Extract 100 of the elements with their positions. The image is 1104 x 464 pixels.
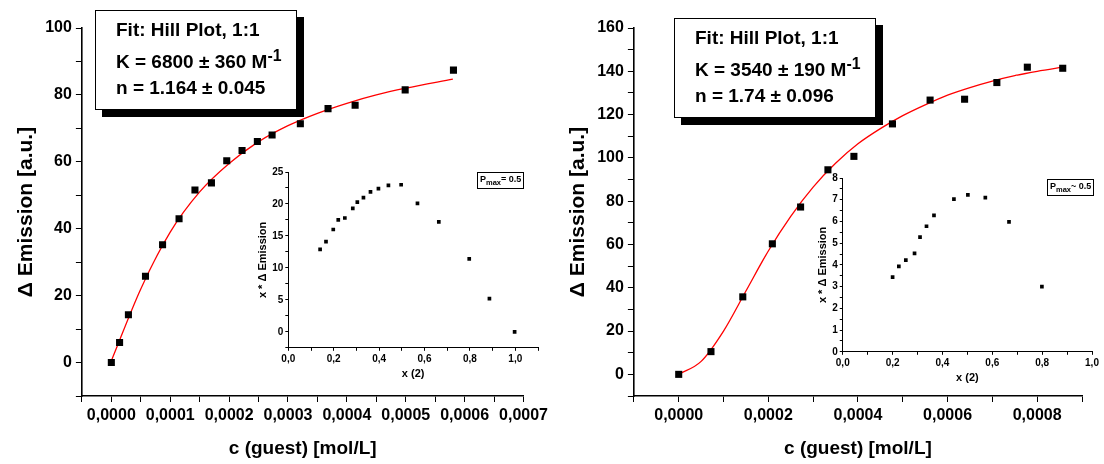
point xyxy=(296,120,304,128)
y-tick-label: 5 xyxy=(832,236,839,248)
y-tick-label: 100 xyxy=(597,148,624,166)
point xyxy=(175,215,183,223)
y-axis-title: x * Δ Emission xyxy=(815,226,828,304)
point xyxy=(268,131,276,139)
point xyxy=(675,370,683,378)
point xyxy=(1023,63,1031,71)
y-axis-title: Δ Emission [a.u.] xyxy=(565,126,589,298)
annotation: n = 1.74 ± 0.096 xyxy=(695,84,835,109)
x-tick-label: 0,0004 xyxy=(322,406,372,424)
x-axis-title: c (guest) [mol/L] xyxy=(784,436,932,458)
point xyxy=(1007,220,1011,224)
y-tick-label: 140 xyxy=(597,61,624,79)
point xyxy=(436,220,441,224)
x-tick-label: 0,0008 xyxy=(1012,406,1062,424)
y-axis-title: Δ Emission [a.u.] xyxy=(13,126,37,298)
point xyxy=(207,179,215,187)
y-tick-label: 60 xyxy=(606,234,624,252)
y-tick-label: 20 xyxy=(606,321,624,339)
point xyxy=(824,166,832,174)
x-tick-label: 0,0001 xyxy=(145,406,195,424)
point xyxy=(324,239,328,244)
point xyxy=(401,86,409,94)
x-tick-label: 0,8 xyxy=(1035,356,1050,368)
y-tick-label: 10 xyxy=(272,261,284,273)
x-tick-label: 0,0000 xyxy=(86,406,136,424)
point xyxy=(707,348,715,356)
x-tick-label: 0,4 xyxy=(935,356,950,368)
x-tick-label: 0,0007 xyxy=(499,406,549,424)
x-tick-label: 1,0 xyxy=(508,352,523,364)
annotation: Fit: Hill Plot, 1:1 xyxy=(695,26,840,50)
y-tick-label: 4 xyxy=(832,258,839,270)
y-tick-label: 80 xyxy=(606,191,624,209)
y-tick-label: 5 xyxy=(277,293,284,305)
y-tick-label: 40 xyxy=(606,278,624,296)
y-tick-label: 100 xyxy=(45,18,72,36)
x-tick-label: 0,4 xyxy=(372,352,387,364)
point xyxy=(993,79,1001,87)
y-tick-label: 6 xyxy=(832,215,839,227)
point xyxy=(191,186,199,194)
point xyxy=(223,157,231,165)
point xyxy=(903,258,908,262)
point xyxy=(141,272,150,280)
x-tick-label: 0,6 xyxy=(985,356,1000,368)
annotation: n = 1.164 ± 0.045 xyxy=(116,76,267,101)
x-tick-label: 0,0005 xyxy=(381,406,431,424)
y-tick-label: 25 xyxy=(272,165,284,177)
y-tick-label: 0 xyxy=(62,352,72,370)
point xyxy=(124,311,132,319)
annotation: P$_{max}$~ 0.5 xyxy=(1050,181,1092,194)
point xyxy=(324,105,332,113)
y-axis-title: x * Δ Emission xyxy=(255,221,268,299)
point xyxy=(768,240,776,248)
x-tick-label: 0,2 xyxy=(326,352,342,364)
x-tick-label: 0,0002 xyxy=(204,406,254,424)
annotation: K = 6800 ± 360 M$^{-1}$ xyxy=(116,46,282,75)
point xyxy=(739,293,747,301)
x-tick-label: 0,2 xyxy=(885,356,900,368)
y-tick-label: 20 xyxy=(272,197,284,209)
x-tick-label: 0,0000 xyxy=(654,406,704,424)
y-tick-label: 2 xyxy=(832,302,839,314)
x-tick-label: 0,8 xyxy=(462,352,478,364)
point xyxy=(355,200,360,204)
y-tick-label: 160 xyxy=(597,18,624,36)
point xyxy=(351,101,359,109)
point xyxy=(888,120,896,128)
point xyxy=(253,137,261,145)
point xyxy=(797,203,805,211)
y-tick-label: 7 xyxy=(832,193,839,205)
annotation: P$_{max}$= 0.5 xyxy=(480,174,522,187)
y-tick-label: 60 xyxy=(54,152,72,170)
x-tick-label: 0,0 xyxy=(835,356,851,368)
annotation: K = 3540 ± 190 M$^{-1}$ xyxy=(695,54,861,83)
x-tick-label: 0,0004 xyxy=(833,406,883,424)
x-axis-title: x (2) xyxy=(956,371,980,384)
y-tick-label: 0 xyxy=(277,325,284,337)
point xyxy=(343,216,347,220)
x-tick-label: 0,0003 xyxy=(263,406,313,424)
point xyxy=(952,197,956,201)
point xyxy=(159,241,167,249)
point xyxy=(238,146,246,154)
point xyxy=(1059,64,1067,72)
x-axis-title: c (guest) [mol/L] xyxy=(228,436,377,458)
point xyxy=(926,96,934,104)
y-tick-label: 0 xyxy=(614,364,624,382)
point xyxy=(961,95,969,103)
y-tick-label: 15 xyxy=(272,229,284,241)
x-tick-label: 0,0002 xyxy=(743,406,793,424)
y-tick-label: 1 xyxy=(832,323,839,335)
point xyxy=(399,182,403,187)
point xyxy=(107,359,115,367)
y-tick-label: 20 xyxy=(54,286,72,304)
x-axis-title: x (2) xyxy=(401,367,425,380)
point xyxy=(918,235,922,239)
point xyxy=(966,193,970,197)
point xyxy=(336,218,341,222)
point xyxy=(850,152,858,160)
annotation: Fit: Hill Plot, 1:1 xyxy=(116,18,261,42)
point xyxy=(467,257,472,261)
